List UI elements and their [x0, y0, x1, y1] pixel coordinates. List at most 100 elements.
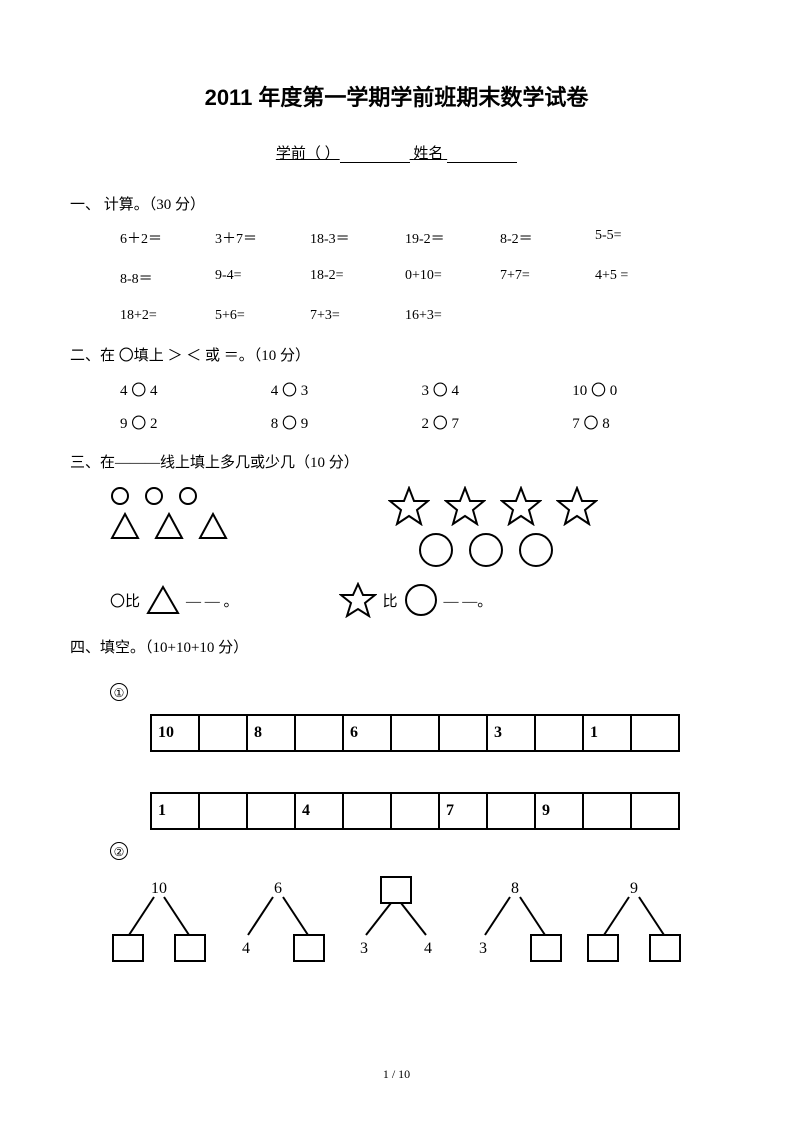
svg-text:3: 3	[360, 940, 368, 957]
number-cell[interactable]: 10	[150, 714, 200, 752]
number-cell[interactable]: 6	[342, 714, 392, 752]
compare-cell[interactable]: 10 〇 0	[572, 379, 723, 400]
number-bond[interactable]: 10	[109, 875, 209, 965]
number-cell[interactable]	[246, 792, 296, 830]
circle-icon	[418, 532, 454, 568]
svg-text:3: 3	[479, 940, 487, 957]
number-bond[interactable]: 83	[465, 875, 565, 965]
number-cell[interactable]	[534, 714, 584, 752]
number-cell[interactable]	[198, 792, 248, 830]
equation-rows: 6＋2＝3＋7＝18-3＝19-2＝8-2＝5-5= 8-8＝9-4=18-2=0…	[120, 228, 723, 324]
circles-triangles-group	[110, 486, 228, 574]
number-bond[interactable]: 64	[228, 875, 328, 965]
number-cell[interactable]	[390, 714, 440, 752]
number-cell[interactable]: 4	[294, 792, 344, 830]
equation-cell[interactable]: 0+10=	[405, 268, 500, 288]
number-cell[interactable]	[294, 714, 344, 752]
class-label: 学前（ ）	[276, 146, 340, 162]
compare-sentence-right: 比 — —。	[339, 582, 493, 618]
compare-row: 9 〇 28 〇 92 〇 77 〇 8	[120, 412, 723, 433]
section-4-heading: 四、填空。（10+10+10 分）	[70, 636, 723, 657]
compare-cell[interactable]: 4 〇 3	[271, 379, 422, 400]
compare-cell[interactable]: 2 〇 7	[422, 412, 573, 433]
circle-icon	[110, 486, 130, 506]
name-label: 姓名	[413, 146, 443, 162]
star-icon	[388, 486, 430, 526]
equation-cell[interactable]: 18+2=	[120, 308, 215, 324]
sub-marker-2: ②	[110, 842, 128, 860]
compare-row: 4 〇 44 〇 33 〇 410 〇 0	[120, 379, 723, 400]
equation-cell[interactable]: 7+7=	[500, 268, 595, 288]
compare-cell[interactable]: 8 〇 9	[271, 412, 422, 433]
number-cell[interactable]: 7	[438, 792, 488, 830]
number-cell[interactable]: 8	[246, 714, 296, 752]
circle-icon	[468, 532, 504, 568]
student-info-line: 学前（ ） 姓名	[70, 142, 723, 163]
svg-text:8: 8	[511, 880, 519, 897]
number-cell[interactable]	[390, 792, 440, 830]
equation-cell[interactable]: 19-2＝	[405, 228, 500, 248]
compare-cell[interactable]: 7 〇 8	[572, 412, 723, 433]
number-table-1[interactable]: 10 8 6 3 1	[150, 714, 723, 752]
number-cell[interactable]	[342, 792, 392, 830]
number-bonds-row: 106434839	[100, 875, 693, 965]
number-cell[interactable]: 1	[582, 714, 632, 752]
equation-cell[interactable]: 7+3=	[310, 308, 405, 324]
page-title: 2011 年度第一学期学前班期末数学试卷	[70, 80, 723, 112]
equation-cell[interactable]: 16+3=	[405, 308, 500, 324]
section-3-heading: 三、在———线上填上多几或少几（10 分）	[70, 451, 723, 472]
equation-row: 18+2=5+6=7+3=16+3=	[120, 308, 723, 324]
compare-cell[interactable]: 3 〇 4	[422, 379, 573, 400]
circle-icon	[404, 583, 438, 617]
svg-text:4: 4	[424, 940, 432, 957]
class-blank[interactable]	[340, 162, 410, 163]
triangle-icon	[110, 512, 140, 540]
equation-cell[interactable]: 18-3＝	[310, 228, 405, 248]
equation-cell[interactable]: 9-4=	[215, 268, 310, 288]
star-icon	[556, 486, 598, 526]
name-blank[interactable]	[447, 162, 517, 163]
svg-text:6: 6	[274, 880, 282, 897]
page-footer: 1 / 10	[0, 1067, 793, 1082]
equation-cell[interactable]: 5-5=	[595, 228, 690, 248]
equation-cell[interactable]: 6＋2＝	[120, 228, 215, 248]
number-cell[interactable]	[630, 792, 680, 830]
compare-cell[interactable]: 4 〇 4	[120, 379, 271, 400]
sub-marker-1: ①	[110, 683, 128, 701]
circle-icon	[178, 486, 198, 506]
compare-sentence-left: 〇比 — — 。	[110, 582, 239, 618]
compare-mid-text: 比	[383, 590, 398, 611]
compare-rows: 4 〇 44 〇 33 〇 410 〇 0 9 〇 28 〇 92 〇 77 〇 …	[120, 379, 723, 433]
star-icon	[500, 486, 542, 526]
equation-cell[interactable]	[595, 308, 690, 324]
equation-cell[interactable]: 18-2=	[310, 268, 405, 288]
triangle-icon	[146, 585, 180, 615]
section-1-heading: 一、 计算。（30 分）	[70, 193, 723, 214]
number-cell[interactable]	[198, 714, 248, 752]
number-table-2[interactable]: 1 4 7 9	[150, 792, 723, 830]
equation-cell[interactable]: 8-8＝	[120, 268, 215, 288]
number-cell[interactable]	[630, 714, 680, 752]
equation-cell[interactable]: 4+5 =	[595, 268, 690, 288]
svg-text:4: 4	[242, 940, 250, 957]
equation-row: 8-8＝9-4=18-2=0+10=7+7=4+5 =	[120, 268, 723, 288]
number-cell[interactable]: 9	[534, 792, 584, 830]
compare-cell[interactable]: 9 〇 2	[120, 412, 271, 433]
equation-cell[interactable]: 3＋7＝	[215, 228, 310, 248]
dash-blank[interactable]: — — 。	[186, 590, 239, 611]
equation-cell[interactable]: 5+6=	[215, 308, 310, 324]
shapes-illustration	[110, 486, 723, 574]
number-cell[interactable]: 1	[150, 792, 200, 830]
svg-text:10: 10	[151, 880, 167, 897]
number-cell[interactable]	[438, 714, 488, 752]
equation-cell[interactable]: 8-2＝	[500, 228, 595, 248]
equation-cell[interactable]	[500, 308, 595, 324]
star-icon	[339, 582, 377, 618]
dash-blank[interactable]: — —。	[444, 590, 493, 611]
number-cell[interactable]	[486, 792, 536, 830]
number-bond[interactable]: 9	[584, 875, 684, 965]
number-cell[interactable]	[582, 792, 632, 830]
star-icon	[444, 486, 486, 526]
number-cell[interactable]: 3	[486, 714, 536, 752]
number-bond[interactable]: 34	[346, 875, 446, 965]
